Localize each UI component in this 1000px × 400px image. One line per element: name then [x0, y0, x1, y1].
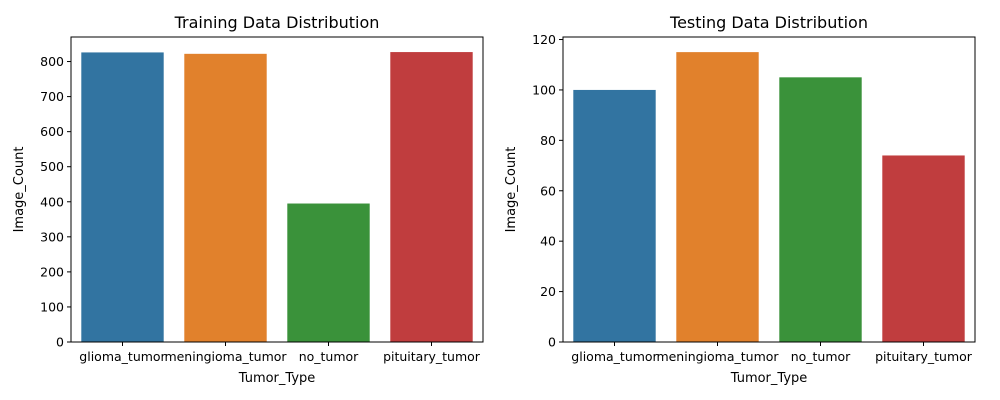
x-tick-label-no_tumor: no_tumor [791, 349, 851, 364]
x-tick-label-meningioma_tumor: meningioma_tumor [656, 349, 779, 364]
bar-meningioma_tumor [676, 52, 759, 343]
y-axis-label: Image_Count [504, 147, 519, 233]
x-tick-label-pituitary_tumor: pituitary_tumor [875, 349, 973, 364]
bar-glioma_tumor [573, 89, 656, 342]
y-tick-label: 100 [40, 299, 64, 314]
y-tick-label: 60 [540, 183, 556, 198]
bar-glioma_tumor [81, 52, 164, 342]
y-tick-label: 100 [532, 82, 556, 97]
x-tick-label-no_tumor: no_tumor [299, 349, 359, 364]
y-tick-label: 200 [40, 264, 64, 279]
y-tick-label: 40 [540, 234, 556, 249]
x-axis-label: Tumor_Type [238, 371, 316, 386]
bar-pituitary_tumor [390, 52, 473, 343]
chart-title: Training Data Distribution [174, 13, 380, 32]
chart-1: 0 20 40 60 80 100 120 glioma_tumormeningioma_tu… [504, 13, 976, 386]
x-tick-label-glioma_tumor: glioma_tumor [79, 349, 166, 364]
y-tick-label: 20 [540, 284, 556, 299]
y-tick-label: 800 [40, 54, 64, 69]
chart-title: Testing Data Distribution [669, 13, 868, 32]
y-tick-label: 0 [548, 335, 556, 350]
y-tick-label: 700 [40, 89, 64, 104]
y-tick-label: 500 [40, 159, 64, 174]
axes-frame [70, 36, 484, 343]
y-axis-label: Image_Count [12, 147, 27, 233]
x-tick-label-glioma_tumor: glioma_tumor [571, 349, 658, 364]
axes-frame [562, 36, 976, 343]
x-tick-label-meningioma_tumor: meningioma_tumor [164, 349, 287, 364]
bar-no_tumor [779, 77, 862, 343]
y-tick-label: 80 [540, 133, 556, 148]
bar-pituitary_tumor [882, 155, 965, 342]
y-tick-label: 120 [532, 32, 556, 47]
x-tick-label-pituitary_tumor: pituitary_tumor [383, 349, 481, 364]
x-axis-label: Tumor_Type [730, 371, 808, 386]
y-tick-label: 400 [40, 194, 64, 209]
bar-no_tumor [287, 203, 370, 342]
chart-0: 0 100 200 300 400 500 600 700 800 glioma_tumormen… [12, 13, 484, 386]
y-tick-label: 600 [40, 124, 64, 139]
y-tick-label: 0 [56, 335, 64, 350]
bar-meningioma_tumor [184, 53, 267, 343]
y-tick-label: 300 [40, 229, 64, 244]
